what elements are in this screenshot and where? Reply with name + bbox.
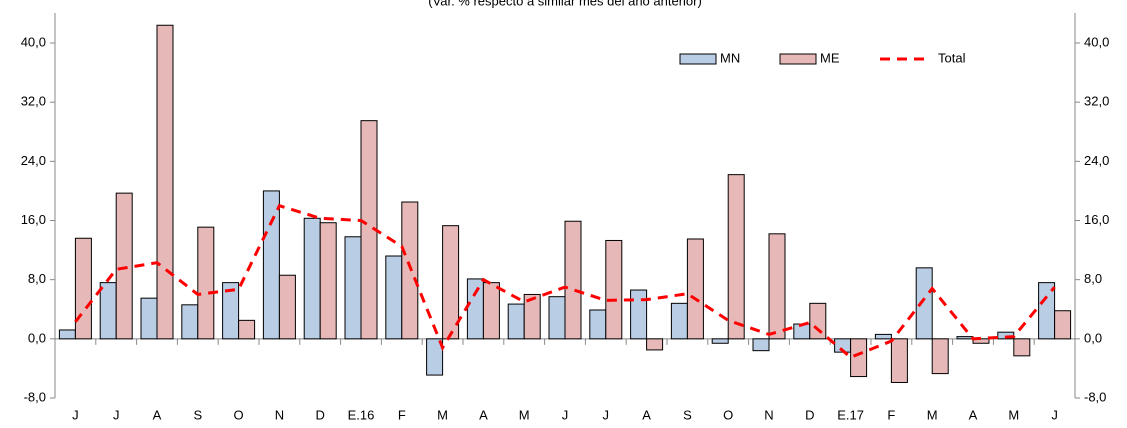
x-tick-label: J	[603, 407, 610, 422]
bar	[850, 338, 868, 378]
y-tick-label: -8,0	[24, 389, 46, 404]
bar	[507, 303, 525, 340]
x-tick-label: M	[437, 407, 448, 422]
y-tick-label: 24,0	[21, 153, 46, 168]
bar	[768, 233, 786, 340]
bar	[385, 255, 403, 340]
bar	[222, 282, 240, 340]
bar	[956, 336, 974, 340]
bar	[278, 274, 296, 340]
bar	[303, 217, 321, 340]
x-tick-label: M	[1008, 407, 1019, 422]
x-tick-label: D	[316, 407, 325, 422]
bar	[711, 338, 729, 344]
legend-swatch	[679, 53, 717, 65]
x-tick-label: D	[805, 407, 814, 422]
y2-tick-label: 16,0	[1084, 212, 1109, 227]
bar	[181, 304, 199, 340]
x-tick-label: A	[969, 407, 978, 422]
bar	[319, 222, 337, 340]
bar	[809, 302, 827, 340]
y-tick-label: 8,0	[28, 271, 46, 286]
bar	[74, 237, 92, 340]
x-tick-label: J	[113, 407, 120, 422]
bar	[262, 190, 280, 340]
bar	[752, 338, 770, 352]
bar	[890, 338, 908, 383]
x-tick-label: S	[683, 407, 692, 422]
legend-label: ME	[820, 50, 840, 65]
x-tick-label: S	[193, 407, 202, 422]
bar	[972, 338, 990, 344]
x-tick-label: J	[1051, 407, 1058, 422]
y2-tick-label: 40,0	[1084, 34, 1109, 49]
bar	[140, 297, 158, 340]
x-tick-label: O	[723, 407, 733, 422]
bar	[482, 282, 500, 340]
bar	[99, 282, 117, 340]
x-tick-label: E.17	[837, 407, 864, 422]
x-tick-label: N	[764, 407, 773, 422]
bar	[686, 238, 704, 340]
bar	[646, 338, 664, 351]
x-tick-label: F	[398, 407, 406, 422]
bar	[442, 225, 460, 340]
y-tick-label: 40,0	[21, 34, 46, 49]
y-tick-label: 16,0	[21, 212, 46, 227]
bar	[931, 338, 949, 375]
x-tick-label: A	[479, 407, 488, 422]
x-tick-label: O	[234, 407, 244, 422]
x-tick-label: J	[562, 407, 569, 422]
bar	[915, 267, 933, 340]
bar	[670, 302, 688, 340]
bar	[466, 278, 484, 340]
bar	[344, 236, 362, 340]
y2-tick-label: 24,0	[1084, 153, 1109, 168]
x-tick-label: N	[275, 407, 284, 422]
y-tick-label: 32,0	[21, 94, 46, 109]
x-tick-label: A	[153, 407, 162, 422]
bar	[605, 239, 623, 340]
bar	[58, 329, 76, 340]
bar	[589, 309, 607, 340]
x-tick-label: A	[642, 407, 651, 422]
y2-tick-label: 8,0	[1084, 271, 1102, 286]
bar	[874, 333, 892, 340]
x-tick-label: E.16	[348, 407, 375, 422]
x-tick-label: F	[887, 407, 895, 422]
y-tick-label: 0,0	[28, 330, 46, 345]
bar	[548, 296, 566, 340]
bar	[156, 24, 174, 340]
bar	[727, 174, 745, 340]
bar	[1013, 338, 1031, 357]
line-series	[74, 203, 1056, 360]
legend-label: Total	[938, 50, 966, 65]
legend-label: MN	[720, 50, 740, 65]
bar	[197, 226, 215, 340]
bar	[1054, 310, 1072, 340]
bar	[523, 293, 541, 340]
bar	[630, 289, 648, 340]
bar	[238, 319, 256, 340]
x-tick-label: M	[927, 407, 938, 422]
x-tick-label: M	[519, 407, 530, 422]
bar	[115, 192, 133, 340]
x-tick-label: J	[72, 407, 79, 422]
bar	[401, 201, 419, 340]
y2-tick-label: 32,0	[1084, 94, 1109, 109]
y2-tick-label: 0,0	[1084, 330, 1102, 345]
legend-swatch	[779, 53, 817, 65]
bar	[564, 220, 582, 340]
y2-tick-label: -8,0	[1084, 389, 1106, 404]
chart-subtitle: (Var. % respecto a similar mes del año a…	[428, 0, 702, 8]
bar	[426, 338, 444, 376]
